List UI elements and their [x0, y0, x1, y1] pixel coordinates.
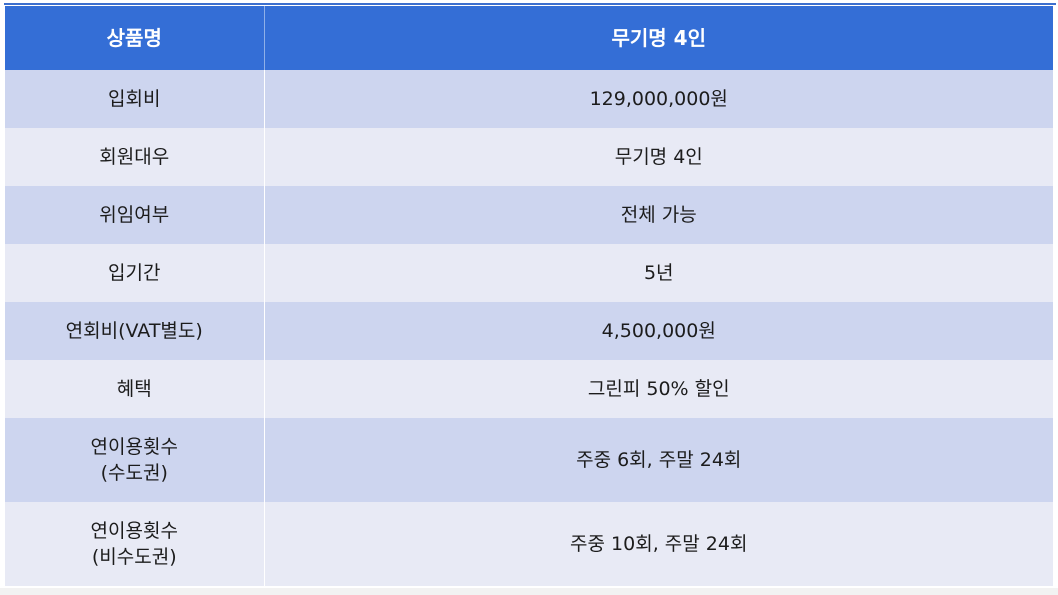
- bottom-band: [0, 588, 1058, 595]
- row-label-member-treatment: 회원대우: [5, 128, 265, 186]
- row-value-benefit: 그린피 50% 할인: [264, 360, 1053, 418]
- table-row: 입기간 5년: [5, 244, 1053, 302]
- top-rule: [4, 3, 1056, 5]
- row-value-member-treatment: 무기명 4인: [264, 128, 1053, 186]
- table-row: 연이용횟수 (비수도권) 주중 10회, 주말 24회: [5, 502, 1053, 586]
- row-label-annual-fee: 연회비(VAT별도): [5, 302, 265, 360]
- row-value-term: 5년: [264, 244, 1053, 302]
- row-value-annual-fee: 4,500,000원: [264, 302, 1053, 360]
- row-value-usage-nonmetro: 주중 10회, 주말 24회: [264, 502, 1053, 586]
- row-value-entry-fee: 129,000,000원: [264, 70, 1053, 128]
- row-label-term: 입기간: [5, 244, 265, 302]
- table-header-row: 상품명 무기명 4인: [5, 6, 1053, 70]
- table-row: 위임여부 전체 가능: [5, 186, 1053, 244]
- membership-spec-table: 상품명 무기명 4인 입회비 129,000,000원 회원대우 무기명 4인 …: [5, 6, 1053, 586]
- row-label-entry-fee: 입회비: [5, 70, 265, 128]
- row-label-usage-metro: 연이용횟수 (수도권): [5, 418, 265, 502]
- row-value-usage-metro: 주중 6회, 주말 24회: [264, 418, 1053, 502]
- row-label-delegation: 위임여부: [5, 186, 265, 244]
- table-row: 회원대우 무기명 4인: [5, 128, 1053, 186]
- row-label-benefit: 혜택: [5, 360, 265, 418]
- header-label-cell: 상품명: [5, 6, 265, 70]
- table-row: 연이용횟수 (수도권) 주중 6회, 주말 24회: [5, 418, 1053, 502]
- table-row: 연회비(VAT별도) 4,500,000원: [5, 302, 1053, 360]
- header-value-cell: 무기명 4인: [264, 6, 1053, 70]
- row-label-usage-nonmetro: 연이용횟수 (비수도권): [5, 502, 265, 586]
- table-row: 혜택 그린피 50% 할인: [5, 360, 1053, 418]
- table-row: 입회비 129,000,000원: [5, 70, 1053, 128]
- row-value-delegation: 전체 가능: [264, 186, 1053, 244]
